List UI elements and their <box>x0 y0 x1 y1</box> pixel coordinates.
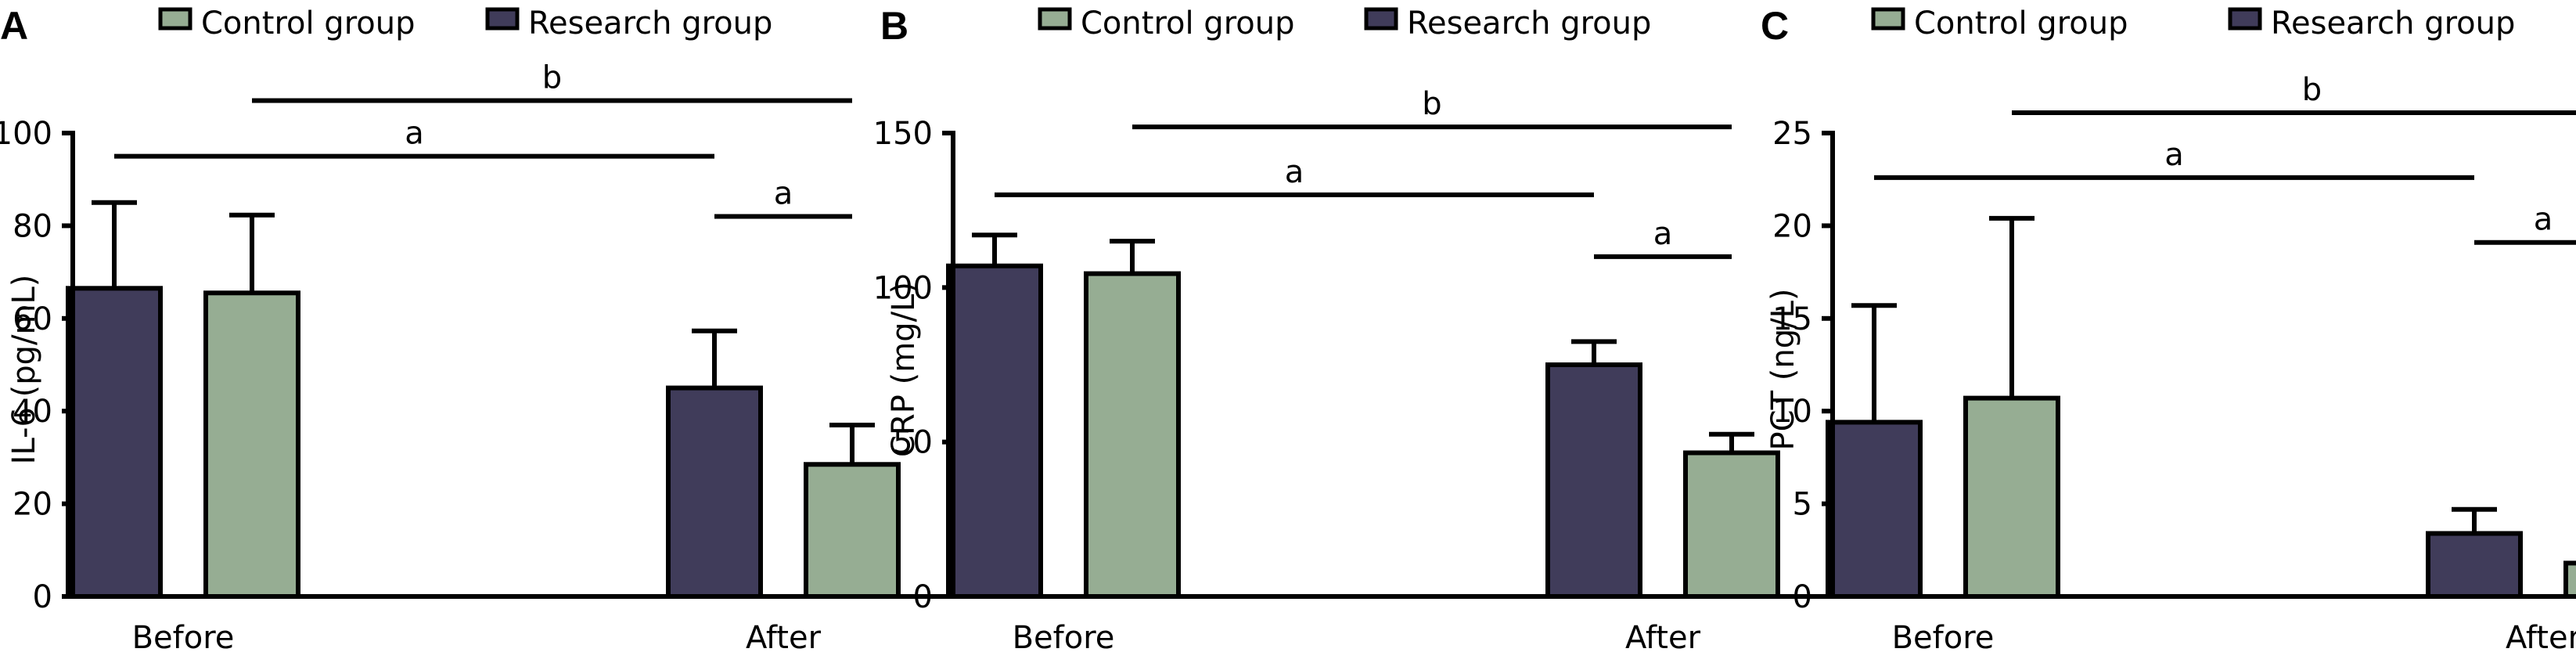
y-tick-label: 80 <box>13 208 52 244</box>
panel-label: B <box>880 4 908 48</box>
significance-label: a <box>1285 154 1304 190</box>
x-tick-label: Before <box>1892 620 1995 656</box>
legend-label-research: Research group <box>2271 5 2515 41</box>
legend: Control group Research group <box>1038 5 1651 41</box>
bar-control-before <box>1084 271 1181 599</box>
y-tick-label: 0 <box>1793 579 1812 615</box>
legend-label-research: Research group <box>528 5 772 41</box>
panel-c: C Control group Research group PCT (ng/L… <box>1761 4 2576 656</box>
bar-research-before <box>1826 420 1923 600</box>
significance-label: b <box>2302 72 2322 108</box>
legend-swatch-research <box>485 7 520 31</box>
legend-label-control: Control group <box>1914 5 2128 41</box>
bar-research-before <box>946 263 1043 599</box>
legend-label-control: Control group <box>201 5 415 41</box>
legend-swatch-control <box>1871 7 1905 31</box>
bar-control-before <box>203 290 300 599</box>
bar-research-before <box>66 286 163 599</box>
y-axis-label: CRP (mg/L) <box>886 282 922 457</box>
panel-a: A Control group Research group IL-6 (pg/… <box>0 4 944 656</box>
x-tick-label: After <box>746 620 822 656</box>
y-tick-label: 0 <box>33 579 52 615</box>
y-tick-label: 150 <box>873 116 933 152</box>
plot-area: 0 5 10 15 20 25 Before After b a a <box>1772 72 2576 656</box>
plot-area: 0 20 40 60 80 100 Before After b a a <box>0 60 944 656</box>
bar-research-after <box>2426 531 2523 599</box>
bar-control-before <box>1963 395 2060 599</box>
legend: Control group Research group <box>1871 5 2515 41</box>
significance-label: a <box>405 116 424 152</box>
significance-label: a <box>1653 216 1673 252</box>
significance-label: a <box>2534 202 2553 238</box>
legend-label-research: Research group <box>1407 5 1651 41</box>
y-axis-label: PCT (ng/L) <box>1765 289 1801 451</box>
panel-label: C <box>1761 4 1789 48</box>
significance-label: b <box>1422 86 1441 122</box>
y-axis-label: IL-6 (pg/mL) <box>6 275 42 465</box>
legend-label-control: Control group <box>1081 5 1294 41</box>
legend-swatch-research <box>2228 7 2262 31</box>
bar-control-after <box>804 462 901 600</box>
significance-label: a <box>774 176 793 212</box>
bar-research-after <box>666 385 763 599</box>
y-tick-label: 100 <box>0 116 52 152</box>
y-tick-label: 20 <box>1772 208 1812 244</box>
legend-swatch-control <box>158 7 192 31</box>
x-tick-label: Before <box>132 620 235 656</box>
y-tick-label: 60 <box>13 301 52 337</box>
bar-control-after <box>1683 450 1780 599</box>
y-tick-label: 0 <box>913 579 933 615</box>
significance-label: b <box>542 60 562 96</box>
legend-swatch-control <box>1038 7 1072 31</box>
legend: Control group Research group <box>158 5 772 41</box>
significance-label: a <box>2164 137 2184 173</box>
y-tick-label: 100 <box>873 270 933 306</box>
bar-research-after <box>1545 362 1642 599</box>
panel-b: B Control group Research group CRP (mg/L… <box>873 4 1823 656</box>
y-tick-label: 40 <box>13 394 52 430</box>
y-tick-label: 15 <box>1772 301 1812 337</box>
x-tick-label: After <box>2506 620 2576 656</box>
y-tick-label: 5 <box>1793 487 1812 523</box>
y-tick-label: 10 <box>1772 394 1812 430</box>
x-tick-label: Before <box>1013 620 1115 656</box>
x-tick-label: After <box>1625 620 1701 656</box>
y-tick-label: 20 <box>13 487 52 523</box>
y-tick-label: 50 <box>893 425 933 461</box>
legend-swatch-research <box>1364 7 1398 31</box>
y-tick-label: 25 <box>1772 116 1812 152</box>
panel-label: A <box>0 4 28 48</box>
bar-control-after <box>2563 560 2576 599</box>
